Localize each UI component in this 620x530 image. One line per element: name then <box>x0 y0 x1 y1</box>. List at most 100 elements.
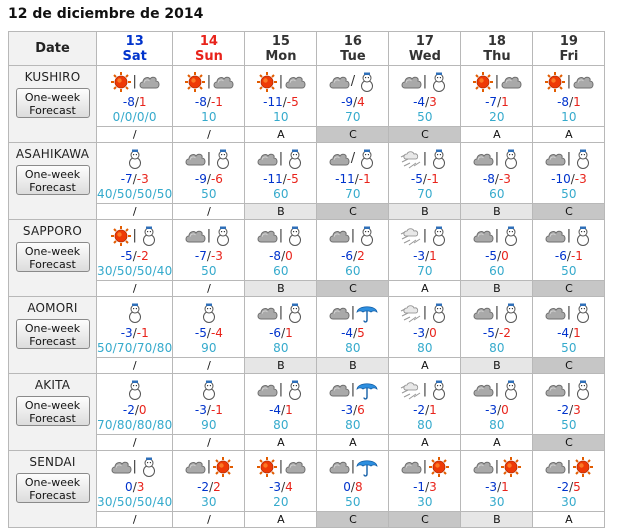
icon-separator: | <box>494 228 500 243</box>
city-row: SAPPORO One-week Forecast | -5/-2 30/50/50/4… <box>8 219 606 297</box>
temp-separator: / <box>353 403 358 417</box>
sun-icon <box>544 71 566 93</box>
temperature: -2/1 <box>389 403 460 418</box>
min-temp: -5 <box>410 172 423 186</box>
max-temp: 0 <box>501 249 509 263</box>
city-cell: AKITA One-week Forecast <box>8 373 97 451</box>
min-temp: -10 <box>551 172 571 186</box>
precip-probability: 60 <box>489 264 505 278</box>
umbrella-icon <box>356 456 378 478</box>
one-week-forecast-button[interactable]: One-week Forecast <box>15 396 90 426</box>
min-temp: -11 <box>335 172 355 186</box>
snow-icon <box>212 225 234 247</box>
min-temp: -11 <box>263 172 283 186</box>
reliability-cell: C <box>532 357 606 374</box>
temperature: -9/-6 <box>173 172 244 187</box>
city-name: AOMORI <box>27 301 78 315</box>
temp-separator: / <box>566 249 571 263</box>
reliability-cell: B <box>244 280 318 297</box>
day-header: 19 Fri <box>532 31 606 66</box>
reliability-cell: A <box>244 126 318 143</box>
temperature: -2/0 <box>97 403 172 418</box>
city-cell: SENDAI One-week Forecast <box>8 450 97 528</box>
forecast-cell: | -9/-6 50 <box>172 142 246 204</box>
day-of-week: Sat <box>122 48 147 64</box>
precip-probability: 80 <box>345 341 361 355</box>
reliability-cell: / <box>95 511 174 528</box>
temperature: -7/-3 <box>173 249 244 264</box>
precip-probability: 80 <box>489 418 505 432</box>
reliability-cell: C <box>388 511 462 528</box>
min-temp: -11 <box>263 95 283 109</box>
one-week-forecast-button[interactable]: One-week Forecast <box>15 319 90 349</box>
max-temp: 2 <box>213 480 221 494</box>
day-of-week: Thu <box>483 48 511 64</box>
temp-separator: / <box>281 326 286 340</box>
icon-separator: | <box>350 459 356 474</box>
max-temp: 0 <box>429 326 437 340</box>
sun-icon <box>256 456 278 478</box>
weather-icons: | <box>389 454 460 480</box>
min-temp: -4 <box>341 326 354 340</box>
icon-separator: | <box>494 382 500 397</box>
reliability-cell: / <box>95 280 174 297</box>
icon-separator: | <box>278 459 284 474</box>
cloud-icon <box>256 302 278 324</box>
weather-icons: | <box>245 300 316 326</box>
weather-icons: | <box>317 377 388 403</box>
precip-probability: 30 <box>201 495 217 509</box>
snow-icon <box>124 302 146 324</box>
weather-icons <box>173 300 244 326</box>
icon-separator: | <box>566 74 572 89</box>
temp-separator: / <box>206 172 211 186</box>
snow-icon <box>212 148 234 170</box>
temp-separator: / <box>281 403 286 417</box>
min-temp: -7 <box>194 249 207 263</box>
city-name: KUSHIRO <box>24 70 81 84</box>
min-temp: -3 <box>485 403 498 417</box>
icon-separator: | <box>278 382 284 397</box>
precip-probability: 10 <box>201 110 217 124</box>
cloud-icon <box>212 71 234 93</box>
weather-icons: | <box>461 223 532 249</box>
weather-icons: | <box>97 223 172 249</box>
min-temp: -3 <box>485 480 498 494</box>
cloud-icon <box>472 302 494 324</box>
one-week-forecast-button[interactable]: One-week Forecast <box>15 88 90 118</box>
snow-icon <box>198 302 220 324</box>
city-cell: KUSHIRO One-week Forecast <box>8 65 97 143</box>
min-temp: -8 <box>269 249 282 263</box>
reliability-cell: / <box>172 357 246 374</box>
precip-probability: 10 <box>273 110 289 124</box>
precip-probability: 80 <box>273 341 289 355</box>
forecast-cell: | -5/-2 30/50/50/40 <box>95 219 174 281</box>
temp-separator: / <box>206 95 211 109</box>
weather-icons: | <box>389 377 460 403</box>
temp-separator: / <box>206 326 211 340</box>
temp-separator: / <box>132 249 137 263</box>
icon-separator: | <box>422 74 428 89</box>
temperature: -3/-1 <box>97 326 172 341</box>
temp-separator: / <box>569 326 574 340</box>
icon-separator: | <box>494 459 500 474</box>
icon-separator: | <box>566 382 572 397</box>
temp-separator: / <box>282 95 287 109</box>
min-temp: -9 <box>194 172 207 186</box>
one-week-forecast-button[interactable]: One-week Forecast <box>15 165 90 195</box>
forecast-cell: -3/-1 90 <box>172 373 246 435</box>
snow-icon <box>284 225 306 247</box>
icon-separator: | <box>206 151 212 166</box>
page-title: 12 de diciembre de 2014 <box>8 6 204 22</box>
city-name: AKITA <box>34 378 71 392</box>
min-temp: -7 <box>485 95 498 109</box>
snow-icon <box>284 379 306 401</box>
weather-icons: | <box>533 69 604 95</box>
one-week-forecast-button[interactable]: One-week Forecast <box>15 473 90 503</box>
weather-icons: | <box>173 223 244 249</box>
forecast-cell: | -2/2 30 <box>172 450 246 512</box>
one-week-forecast-button[interactable]: One-week Forecast <box>15 242 90 272</box>
snow-icon <box>356 225 378 247</box>
day-of-week: Sun <box>194 48 223 64</box>
icon-separator: | <box>566 151 572 166</box>
cloud-icon <box>110 456 132 478</box>
